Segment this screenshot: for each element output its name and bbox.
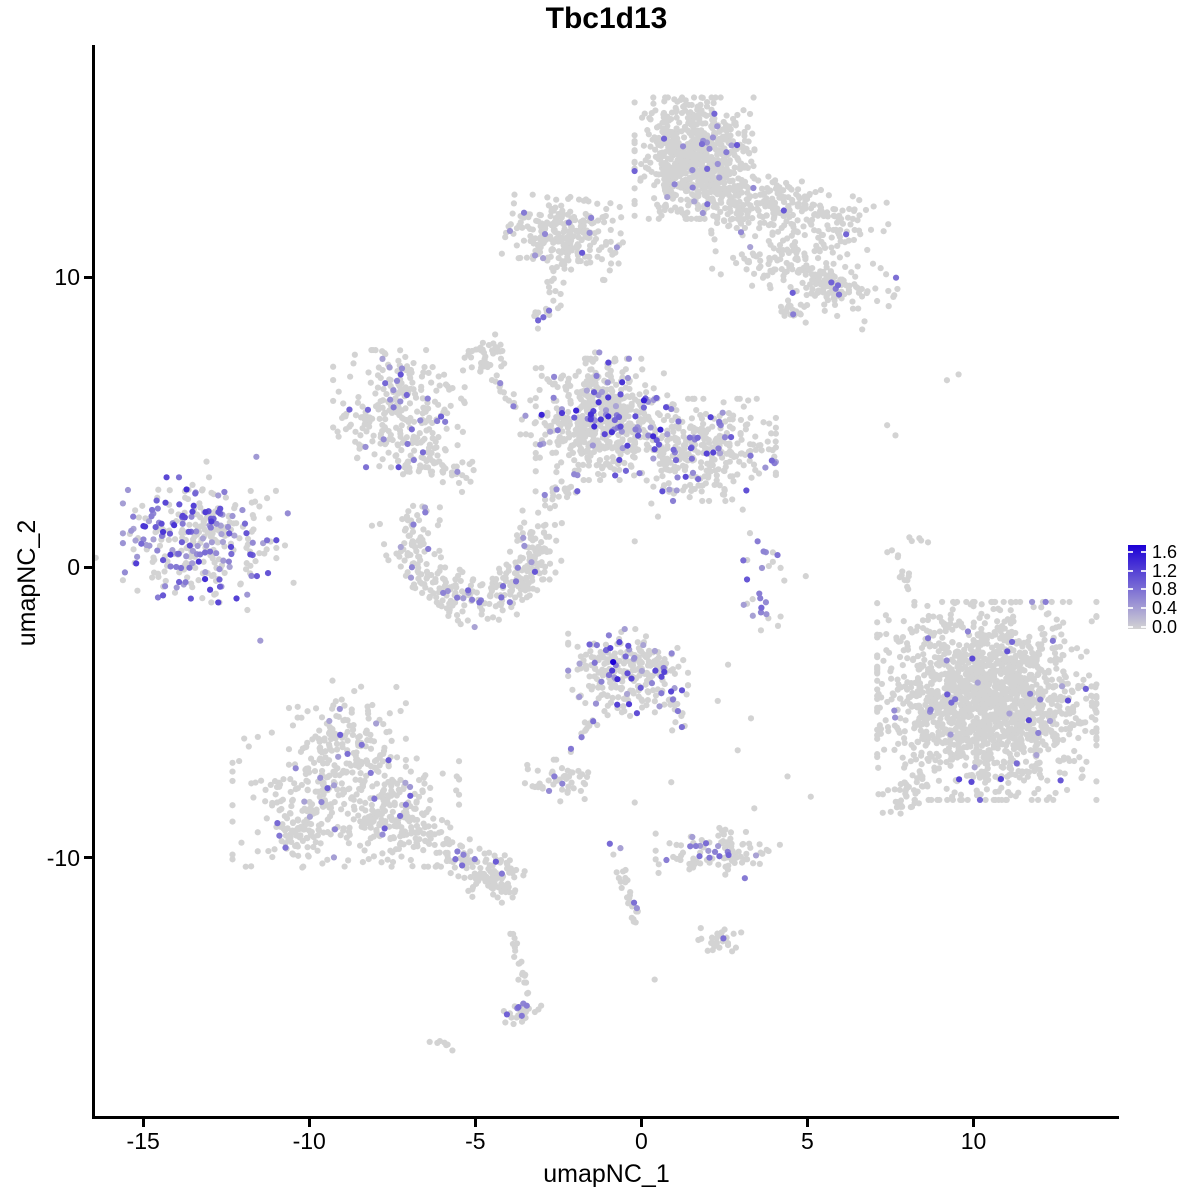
colorbar-gradient — [1128, 545, 1146, 629]
colorbar-tick — [1128, 625, 1133, 628]
x-tick-label: -10 — [292, 1128, 326, 1154]
y-tick-mark — [84, 856, 92, 860]
colorbar-tick — [1128, 588, 1133, 591]
colorbar-label: 0.8 — [1152, 579, 1178, 600]
colorbar-label: 1.6 — [1152, 542, 1178, 562]
colorbar-tick — [1141, 551, 1146, 553]
colorbar-label: 0.4 — [1152, 598, 1178, 618]
x-axis-title: umapNC_1 — [543, 1160, 670, 1188]
colorbar-tick — [1128, 551, 1133, 553]
scatter-canvas — [95, 45, 1118, 1116]
x-tick-label: 0 — [634, 1128, 648, 1154]
y-tick-mark — [84, 275, 92, 279]
x-tick-mark — [141, 1119, 145, 1127]
x-tick-mark — [972, 1119, 976, 1127]
colorbar-tick — [1128, 607, 1133, 609]
colorbar-tick — [1141, 569, 1146, 572]
x-tick-label: -5 — [465, 1128, 486, 1154]
y-tick-label: 0 — [67, 554, 80, 581]
y-axis-title: umapNC_2 — [13, 519, 41, 647]
y-tick-label: 10 — [54, 264, 80, 291]
colorbar-label: 0.0 — [1152, 616, 1178, 637]
x-tick-mark — [473, 1119, 477, 1127]
x-axis-line — [92, 1116, 1119, 1119]
y-tick-label: -10 — [46, 844, 80, 871]
x-tick-label: 5 — [801, 1128, 814, 1154]
colorbar-tick — [1141, 625, 1146, 628]
colorbar-tick — [1128, 569, 1133, 572]
plot-title: Tbc1d13 — [545, 2, 668, 35]
y-axis-line — [92, 45, 95, 1119]
colorbar-tick — [1141, 588, 1146, 591]
x-tick-mark — [307, 1119, 311, 1127]
y-tick-mark — [84, 565, 92, 569]
x-tick-mark — [805, 1119, 809, 1127]
x-tick-label: -15 — [126, 1128, 160, 1154]
colorbar-tick — [1141, 607, 1146, 609]
x-tick-label: 10 — [960, 1128, 987, 1154]
x-tick-mark — [639, 1119, 643, 1127]
expression-colorbar-legend: 1.6 1.2 0.8 0.4 0.0 — [1128, 540, 1200, 640]
colorbar-label: 1.2 — [1152, 560, 1178, 581]
